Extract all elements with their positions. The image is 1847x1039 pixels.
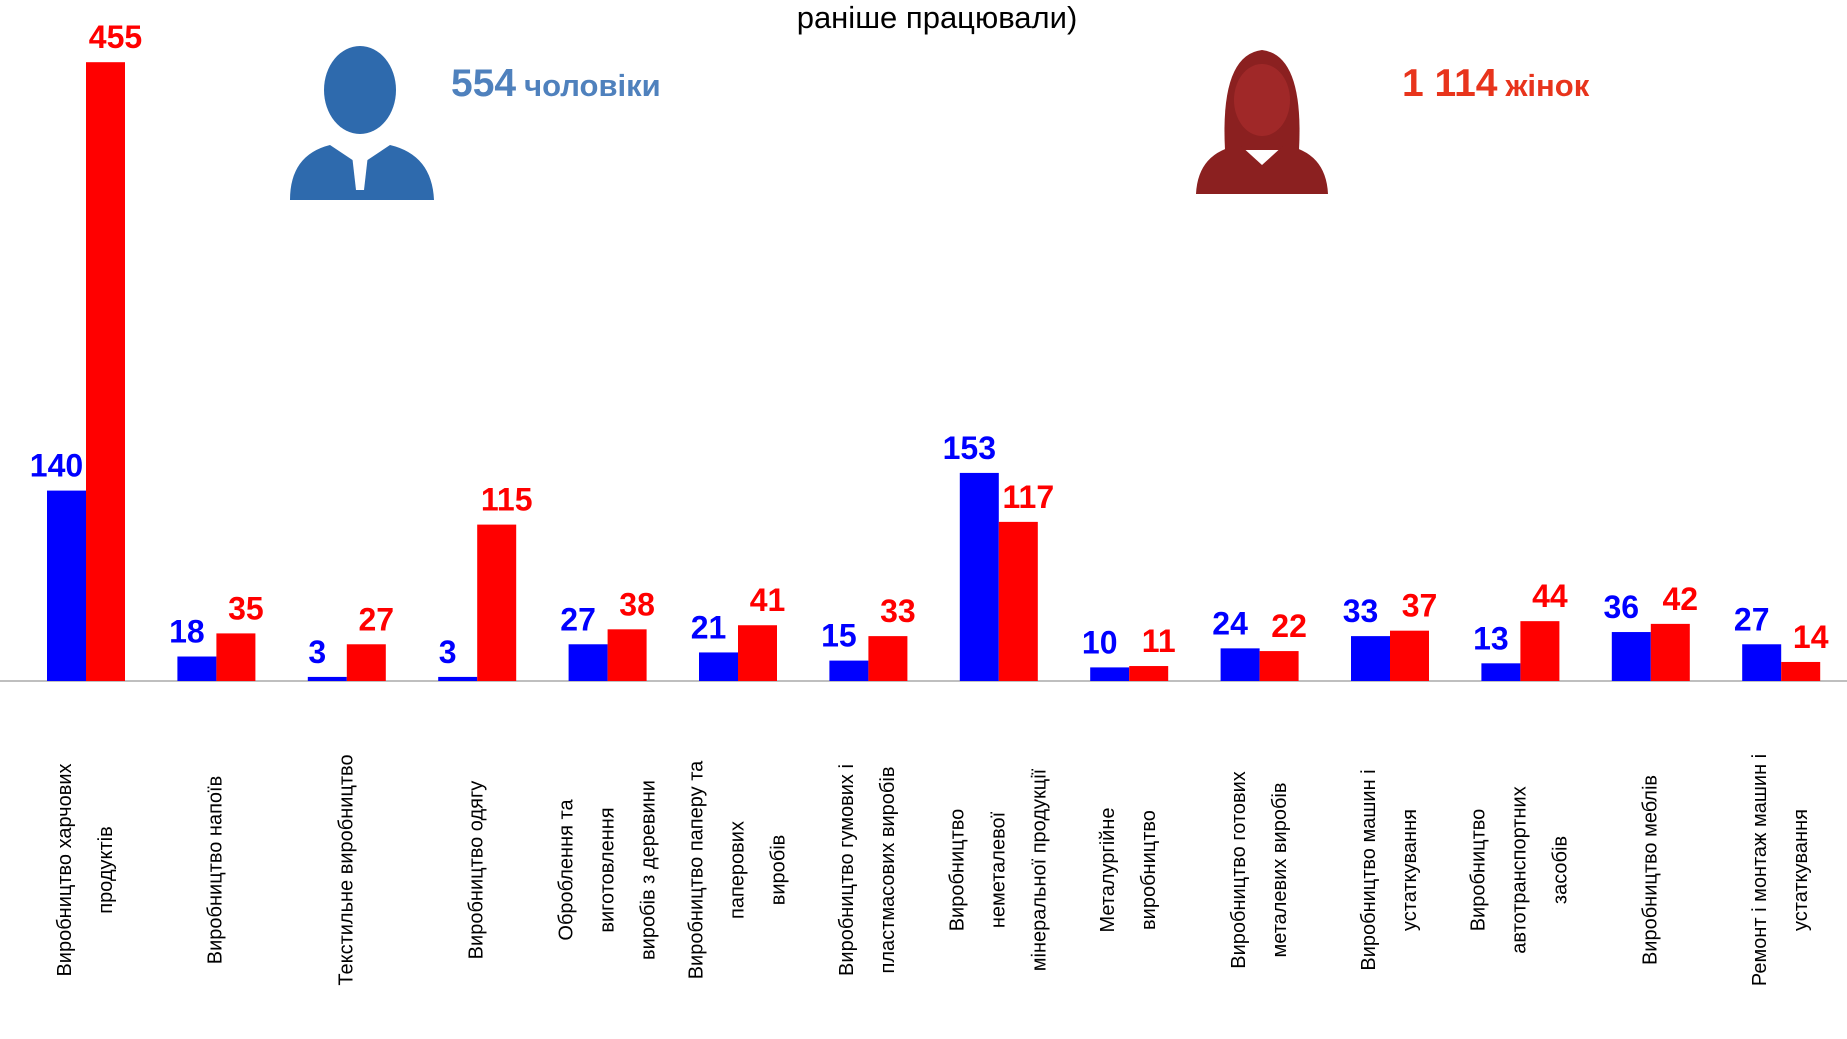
bar [829, 660, 869, 681]
data-label: 42 [1663, 581, 1699, 617]
bar [1742, 644, 1782, 681]
data-label: 38 [619, 586, 655, 622]
bar [47, 490, 86, 681]
bar [307, 676, 347, 681]
x-tick-label: Виробництво автотранспортних засобів [1467, 786, 1572, 954]
x-tick-label: Металургійне виробництво [1097, 807, 1161, 933]
annotation-number: 554 [451, 62, 516, 105]
bar [1259, 651, 1299, 681]
data-label: 10 [1082, 624, 1118, 660]
woman-icon [1196, 50, 1328, 194]
bar [1129, 666, 1169, 681]
data-label: 115 [481, 482, 533, 518]
data-label: 13 [1473, 620, 1509, 656]
data-label: 117 [1002, 479, 1054, 515]
data-label: 11 [1142, 623, 1176, 659]
bar [1351, 636, 1390, 681]
annotation-text: жінок [1504, 68, 1589, 103]
x-tick-label: Виробництво неметалевої мінеральної прод… [946, 768, 1051, 972]
bar [959, 472, 999, 681]
bar [216, 633, 256, 681]
data-label: 18 [169, 614, 205, 650]
data-label: 27 [560, 601, 596, 637]
bar [998, 521, 1038, 681]
data-label: 21 [691, 609, 727, 645]
data-label: 27 [359, 601, 395, 637]
bar [86, 62, 125, 681]
x-tick-label: Текстильне виробництво [335, 754, 358, 986]
x-tick-label: Ремонт і монтаж машин і устаткування [1749, 753, 1813, 987]
x-tick-label: Виробництво харчових продуктів [54, 763, 117, 977]
x-tick-label: Виробництво готових металевих виробів [1227, 771, 1291, 969]
data-label: 24 [1212, 605, 1248, 641]
data-label: 3 [439, 634, 457, 670]
x-tick-label: Виробництво меблів [1639, 774, 1662, 966]
data-label: 15 [821, 618, 857, 654]
bar [1520, 621, 1560, 681]
x-tick-label: Виробництво гумових і пластмасових вироб… [836, 764, 900, 976]
chart-title: раніше працювали) [797, 0, 1078, 35]
data-label: 41 [750, 582, 786, 618]
bar [438, 676, 478, 681]
data-label: 3 [308, 634, 326, 670]
bar [1611, 632, 1651, 681]
data-label: 35 [228, 590, 264, 626]
data-label: 44 [1532, 578, 1568, 614]
data-label: 455 [89, 19, 142, 55]
bar [1781, 661, 1821, 681]
bar [1650, 623, 1690, 681]
bar [738, 625, 777, 681]
data-label: 33 [1343, 593, 1379, 629]
bar [477, 524, 517, 681]
data-label: 140 [30, 448, 83, 484]
bar [868, 636, 908, 681]
bar [568, 644, 608, 681]
bar [1481, 663, 1521, 681]
data-label: 22 [1271, 608, 1307, 644]
bar [1090, 667, 1130, 681]
x-tick-label: Виробництво паперу та паперових виробів [685, 760, 790, 980]
x-tick-label: Оброблення та виготовлення виробів з дер… [555, 780, 660, 960]
data-label: 37 [1402, 588, 1438, 624]
data-label: 27 [1734, 601, 1770, 637]
data-label: 14 [1793, 619, 1829, 655]
bar [177, 656, 217, 681]
annotation-text: чоловіки [524, 68, 661, 103]
bar [699, 652, 738, 681]
data-label: 153 [943, 430, 996, 466]
x-tick-label: Виробництво машин і устаткування [1358, 769, 1421, 971]
annotation: 1 114 жінок [1402, 62, 1590, 105]
x-tick-label: Виробництво напоїв [204, 775, 227, 965]
data-label: 36 [1604, 589, 1640, 625]
annotation-number: 1 114 [1402, 62, 1498, 105]
bar [346, 644, 386, 681]
bar [1390, 630, 1429, 681]
bar [1220, 648, 1260, 681]
data-label: 33 [880, 593, 916, 629]
x-tick-label: Виробництво одягу [465, 780, 488, 960]
man-icon [290, 46, 434, 200]
bar [607, 629, 647, 681]
annotation: 554 чоловіки [451, 62, 661, 105]
